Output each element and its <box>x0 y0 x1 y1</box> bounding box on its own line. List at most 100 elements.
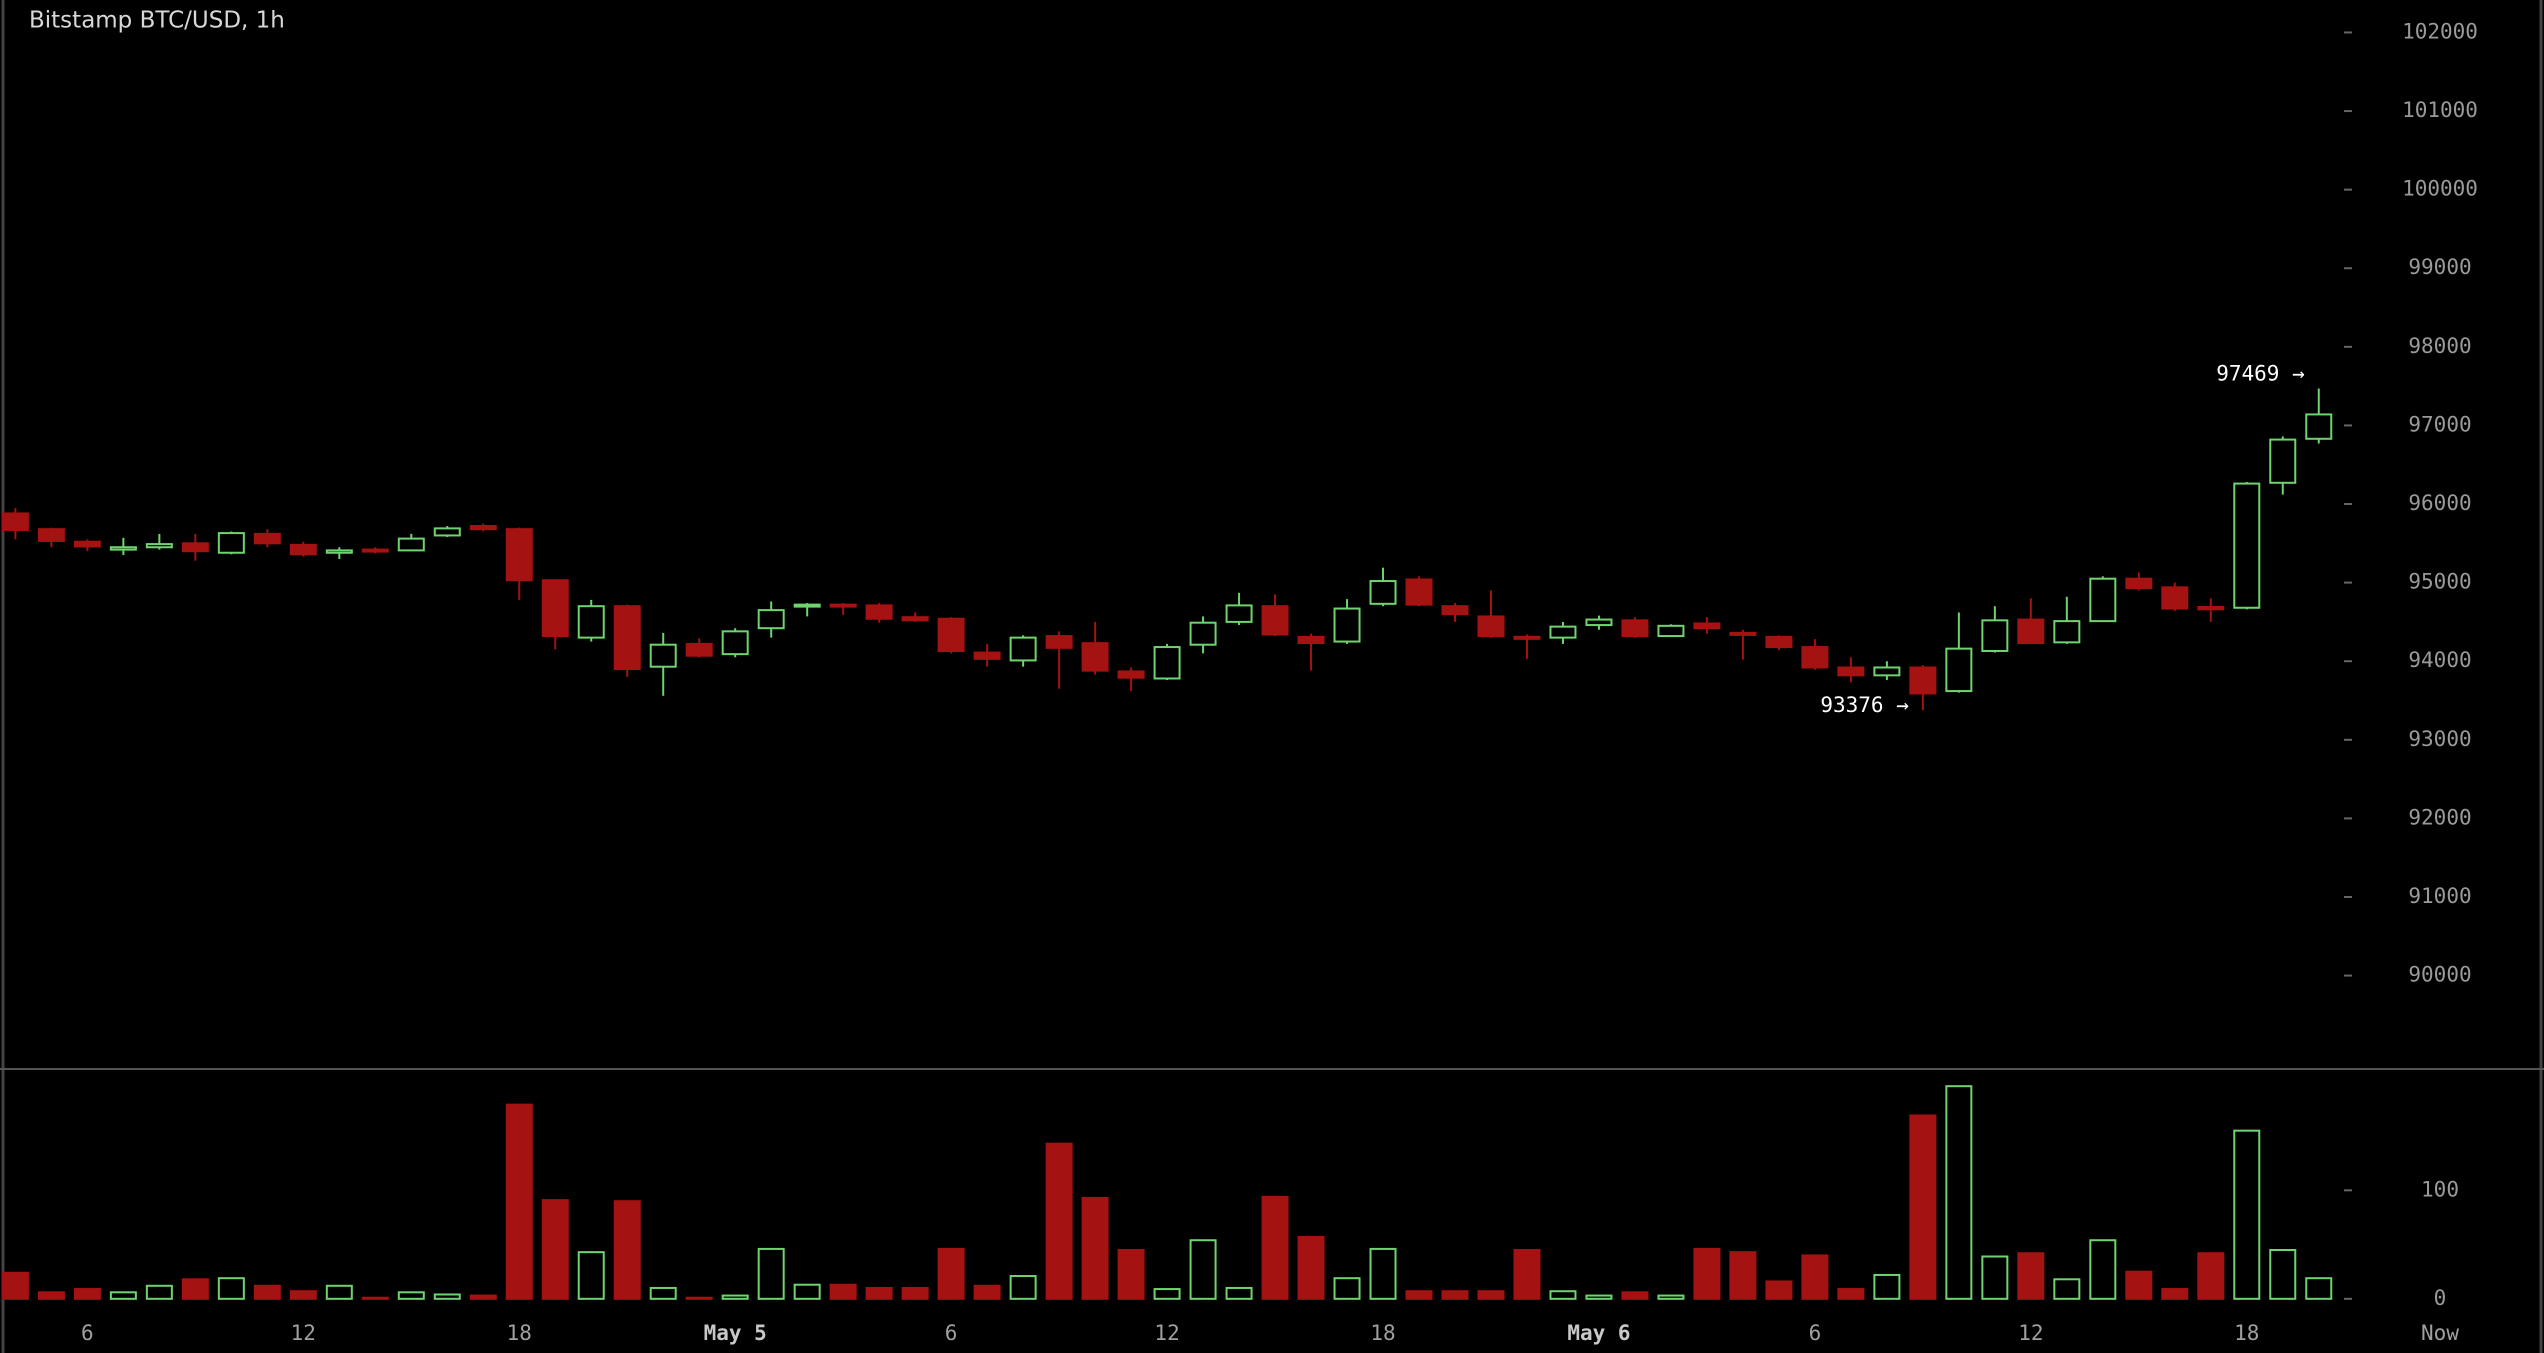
candle-body <box>1873 666 1901 677</box>
volume-bar <box>1837 1288 1865 1300</box>
candle-body <box>1549 625 1577 639</box>
y-tick-label: 98000 <box>2408 334 2471 358</box>
candle-body <box>1513 635 1541 640</box>
candle-body <box>613 605 641 671</box>
candle-body <box>793 603 821 608</box>
volume-bar <box>1 1271 29 1300</box>
candle-body <box>1657 624 1685 638</box>
candle-body <box>577 605 605 639</box>
volume-bar <box>793 1283 821 1300</box>
volume-bar <box>901 1286 929 1300</box>
candle-body <box>901 616 929 622</box>
y-tick-label: 99000 <box>2408 255 2471 279</box>
volume-bar <box>109 1291 137 1300</box>
candle-body <box>145 543 173 549</box>
candle-body <box>505 528 533 582</box>
volume-bar <box>1549 1290 1577 1300</box>
y-tick-label: 96000 <box>2408 491 2471 515</box>
volume-bar <box>721 1294 749 1300</box>
candle-body <box>397 537 425 552</box>
volume-bar <box>2269 1248 2297 1300</box>
x-tick-label: 12 <box>2018 1321 2043 1345</box>
candle-body <box>1153 646 1181 680</box>
volume-bar <box>757 1247 785 1300</box>
x-tick-label: 18 <box>1370 1321 1395 1345</box>
x-tick-label: 18 <box>507 1321 532 1345</box>
volume-bar <box>181 1278 209 1300</box>
volume-bar <box>865 1286 893 1300</box>
candle-body <box>2233 482 2261 609</box>
volume-bar <box>1801 1254 1829 1300</box>
volume-bar <box>1693 1247 1721 1300</box>
candle-body <box>865 604 893 620</box>
y-tick-label: 91000 <box>2408 884 2471 908</box>
candle-body <box>937 617 965 652</box>
candle-body <box>325 549 353 554</box>
candle-body <box>721 630 749 656</box>
candle-body <box>289 543 317 556</box>
candle-body <box>2305 413 2333 440</box>
candle-body <box>1117 670 1145 679</box>
volume-bar <box>253 1284 281 1300</box>
candle-body <box>1441 605 1469 616</box>
volume-bar <box>1873 1273 1901 1300</box>
volume-bar <box>2089 1239 2117 1300</box>
volume-bar <box>1729 1251 1757 1300</box>
volume-bar <box>1657 1294 1685 1300</box>
x-tick-label: 18 <box>2234 1321 2259 1345</box>
candle-body <box>1981 619 2009 652</box>
candle-body <box>1045 635 1073 649</box>
candle-body <box>541 579 569 638</box>
y-tick-label: 100000 <box>2402 177 2478 201</box>
candle-body <box>757 609 785 630</box>
volume-bar <box>829 1283 857 1300</box>
volume-bar <box>433 1293 461 1300</box>
candle-body <box>649 643 677 668</box>
volume-bar <box>325 1284 353 1300</box>
candle-body <box>2053 620 2081 644</box>
candle-body <box>1945 647 1973 693</box>
volume-bar <box>1225 1286 1253 1300</box>
volume-bar <box>541 1199 569 1300</box>
volume-bar <box>1585 1294 1613 1300</box>
volume-bar <box>217 1277 245 1300</box>
candle-body <box>361 548 389 553</box>
candle-body <box>1 512 29 531</box>
volume-bar <box>613 1200 641 1300</box>
candle-body <box>1621 619 1649 638</box>
volume-bar <box>2161 1288 2189 1300</box>
y-tick-label: 101000 <box>2402 98 2478 122</box>
x-tick-label: 6 <box>1809 1321 1822 1345</box>
y2-tick-label: 100 <box>2421 1177 2459 1201</box>
volume-bar <box>1369 1247 1397 1300</box>
volume-bar <box>973 1284 1001 1300</box>
x-tick-label: May 6 <box>1567 1321 1630 1345</box>
candle-body <box>829 603 857 608</box>
x-tick-label: 6 <box>81 1321 94 1345</box>
candle-body <box>1765 635 1793 649</box>
volume-bar <box>145 1284 173 1300</box>
candle-body <box>2161 586 2189 610</box>
volume-bar <box>1261 1195 1289 1300</box>
volume-bar <box>2233 1129 2261 1300</box>
price-annotation: 97469 → <box>2216 362 2305 386</box>
candle-body <box>37 528 65 542</box>
volume-bar <box>1945 1085 1973 1300</box>
volume-bar <box>1513 1248 1541 1300</box>
x-end-label: Now <box>2421 1321 2459 1345</box>
candle-body <box>1333 607 1361 643</box>
y-tick-label: 97000 <box>2408 412 2471 436</box>
candle-body <box>2125 577 2153 590</box>
volume-bar <box>1405 1290 1433 1300</box>
volume-bar <box>2017 1252 2045 1300</box>
volume-bar <box>937 1247 965 1300</box>
candle-body <box>1909 666 1937 695</box>
volume-bar <box>649 1286 677 1300</box>
volume-bar <box>1297 1235 1325 1300</box>
volume-bar <box>469 1294 497 1300</box>
volume-bar <box>1117 1248 1145 1300</box>
volume-bar <box>1621 1291 1649 1300</box>
